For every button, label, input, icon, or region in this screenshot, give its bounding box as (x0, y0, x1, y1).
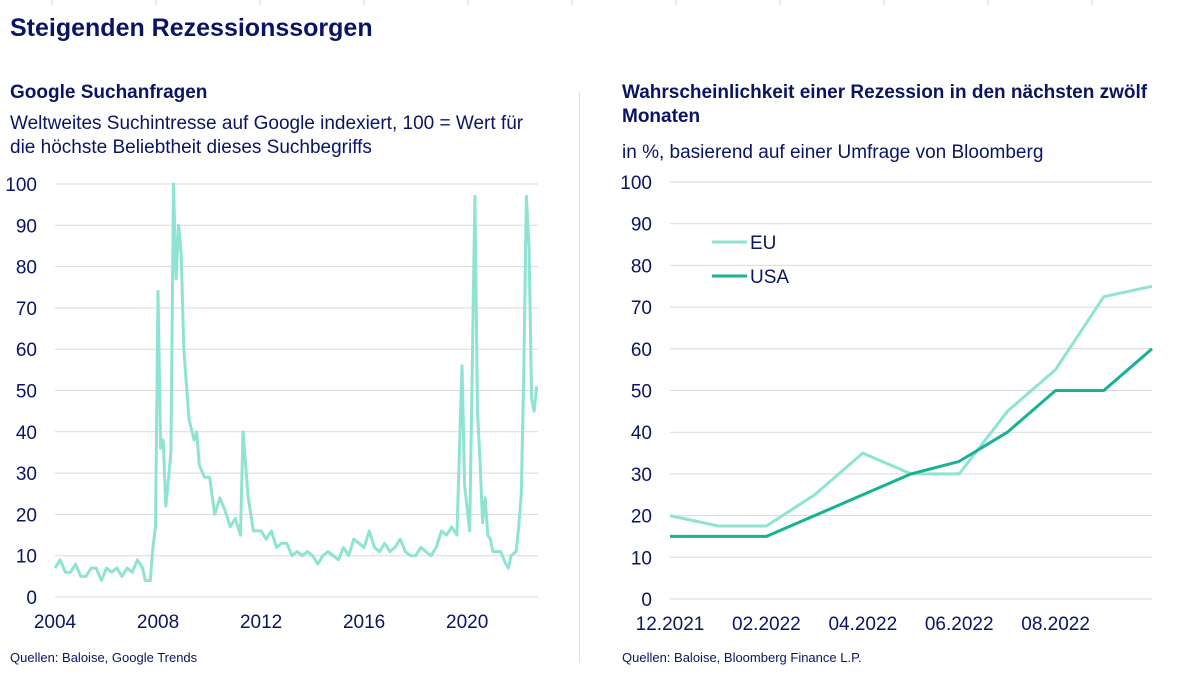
series-line-search-interest (53, 182, 539, 582)
y-tick-label: 30 (631, 465, 652, 486)
x-tick-label: 2012 (240, 612, 282, 633)
top-tick-marks (51, 0, 1093, 5)
y-tick-label: 80 (16, 258, 37, 279)
series-line-usa (670, 347, 1153, 538)
y-tick-label: 70 (631, 298, 652, 319)
panel-divider (579, 92, 580, 662)
x-tick-label: 2016 (343, 612, 385, 633)
y-tick-label: 70 (16, 299, 37, 320)
x-tick-label: 2008 (137, 612, 179, 633)
y-tick-label: 50 (631, 382, 652, 403)
x-tick-label: 02.2022 (732, 614, 801, 635)
y-tick-label: 80 (631, 256, 652, 277)
y-tick-label: 100 (620, 173, 652, 194)
y-tick-label: 100 (5, 175, 37, 196)
x-tick-label: 12.2021 (636, 614, 705, 635)
y-tick-label: 20 (16, 505, 37, 526)
right-chart-source: Quellen: Baloise, Bloomberg Finance L.P. (622, 650, 862, 665)
y-tick-label: 40 (631, 423, 652, 444)
left-chart-title: Google Suchanfragen (10, 82, 208, 103)
x-tick-label: 2020 (446, 612, 488, 633)
y-tick-label: 10 (631, 548, 652, 569)
y-tick-label: 0 (641, 590, 652, 611)
y-tick-label: 50 (16, 382, 37, 403)
google-search-chart: 0 10 20 30 40 50 60 70 80 90 100 2004 2008 2012 2016 20… (5, 175, 539, 633)
legend-label-eu: EU (750, 233, 776, 254)
right-chart-subtitle: in %, basierend auf einer Umfrage von Bl… (622, 142, 1044, 163)
y-tick-label: 60 (631, 340, 652, 361)
y-tick-label: 0 (26, 588, 37, 609)
legend-label-usa: USA (750, 267, 789, 288)
recession-probability-chart: 0 10 20 30 40 50 60 70 80 90 100 12.2021 02.2022 04.2… (620, 173, 1153, 635)
left-chart-source: Quellen: Baloise, Google Trends (10, 650, 198, 665)
y-tick-label: 40 (16, 423, 37, 444)
left-chart-subtitle: Weltweites Suchintresse auf Google index… (10, 113, 524, 158)
y-tick-label: 90 (631, 215, 652, 236)
y-tick-label: 30 (16, 464, 37, 485)
y-tick-label: 60 (16, 340, 37, 361)
y-tick-label: 10 (16, 547, 37, 568)
y-tick-label: 90 (16, 216, 37, 237)
right-chart-title: Wahrscheinlichkeit einer Rezession in de… (622, 82, 1148, 127)
x-tick-label: 08.2022 (1021, 614, 1090, 635)
x-tick-label: 2004 (34, 612, 77, 633)
page-title: Steigenden Rezessionssorgen (10, 14, 373, 42)
y-tick-label: 20 (631, 507, 652, 528)
x-tick-label: 04.2022 (828, 614, 897, 635)
x-tick-label: 06.2022 (925, 614, 994, 635)
series-line-eu (669, 284, 1153, 528)
